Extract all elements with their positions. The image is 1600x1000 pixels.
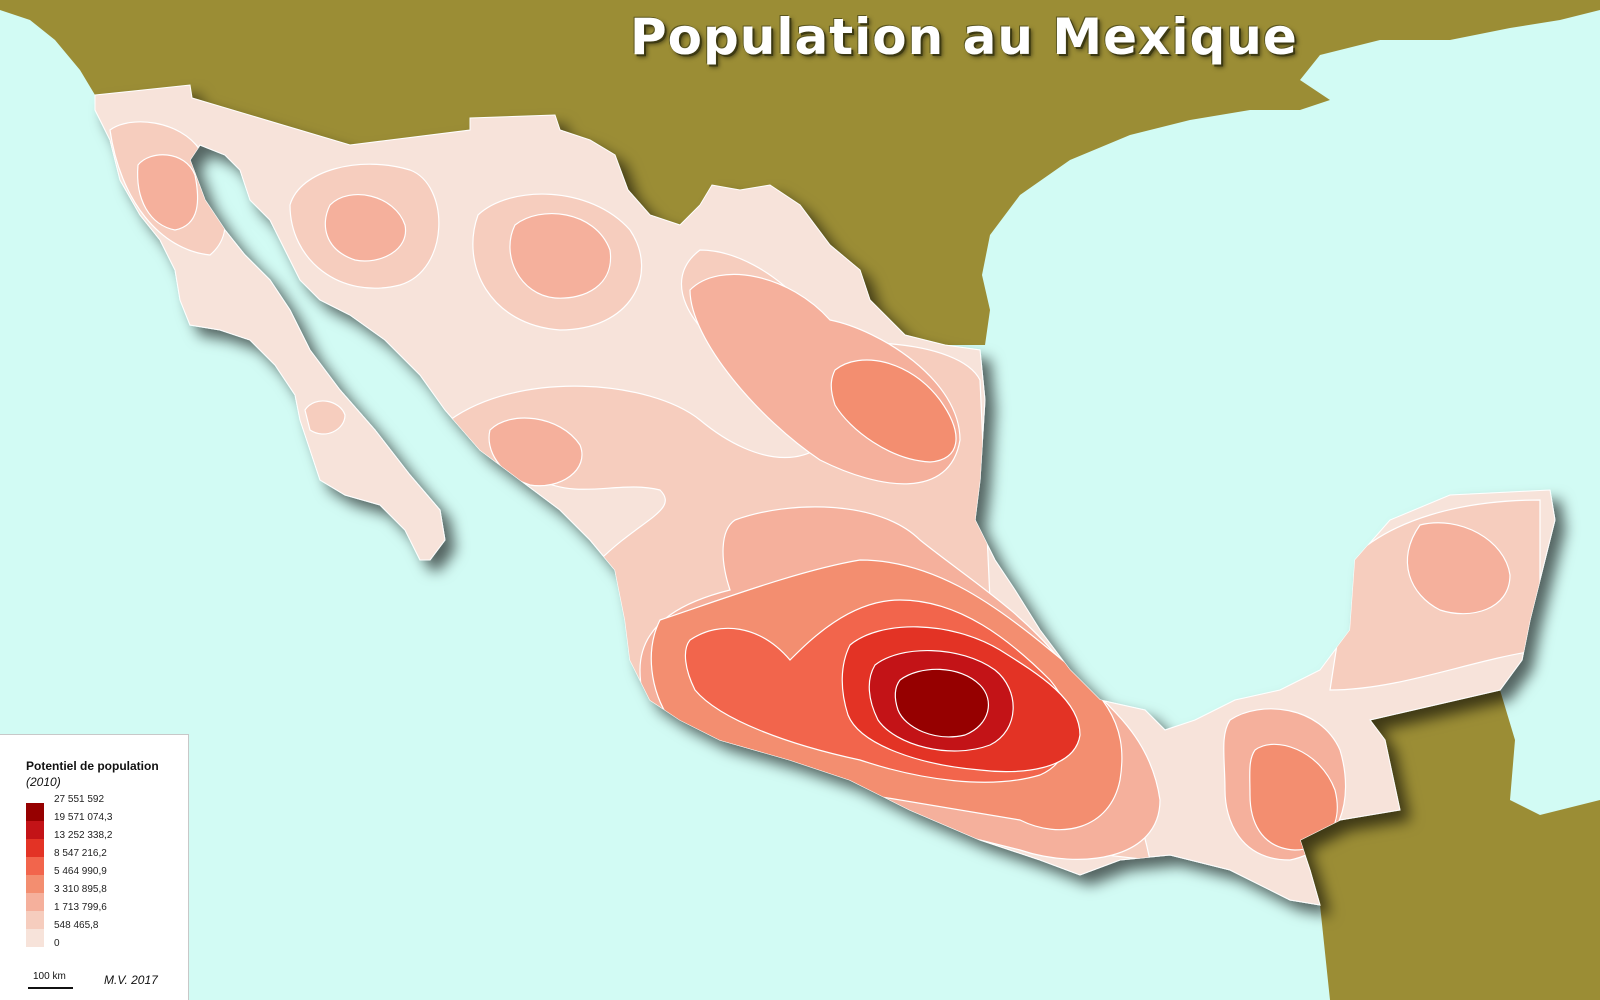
scale-bar <box>28 987 73 989</box>
legend-swatch <box>26 821 44 839</box>
contour-band-chiapas-core <box>1249 743 1338 851</box>
contour-band-chihuahua-core <box>509 213 612 299</box>
contour-band-sinaloa <box>488 417 583 487</box>
legend-break-label: 548 465,8 <box>54 920 99 931</box>
legend-break-label: 8 547 216,2 <box>54 848 107 859</box>
contour-band-mexico-city-core <box>894 668 989 738</box>
legend-break-label: 19 571 074,3 <box>54 812 113 823</box>
contour-band-baja-core <box>137 154 199 231</box>
contour-band-merida <box>1406 522 1511 615</box>
legend-swatch <box>26 875 44 893</box>
legend-swatch <box>26 893 44 911</box>
legend-swatch <box>26 929 44 947</box>
map-title: Population au Mexique <box>630 8 1298 66</box>
contour-band-monterrey <box>830 359 957 463</box>
legend-labels: 27 551 592 19 571 074,3 13 252 338,2 8 547 … <box>54 791 112 953</box>
legend-break-label: 13 252 338,2 <box>54 830 113 841</box>
legend-break-label: 5 464 990,9 <box>54 866 107 877</box>
contour-band-sonora-core <box>324 194 407 262</box>
legend-break-label: 3 310 895,8 <box>54 884 107 895</box>
usa-land <box>0 0 1600 345</box>
scale-label: 100 km <box>33 971 66 982</box>
legend-break-label: 27 551 592 <box>54 794 105 805</box>
legend-swatch <box>26 857 44 875</box>
contour-band-baja-south <box>304 400 346 435</box>
map-legend: Potentiel de population (2010) 27 551 59… <box>0 734 189 1000</box>
legend-swatches <box>26 803 44 947</box>
legend-swatch <box>26 911 44 929</box>
central-america-land <box>1300 690 1600 1000</box>
legend-swatch <box>26 839 44 857</box>
legend-swatch <box>26 803 44 821</box>
map-credit: M.V. 2017 <box>104 973 158 987</box>
legend-subtitle: (2010) <box>26 775 61 789</box>
legend-break-label: 0 <box>54 938 60 949</box>
legend-break-label: 1 713 799,6 <box>54 902 107 913</box>
legend-title: Potentiel de population <box>26 759 159 773</box>
